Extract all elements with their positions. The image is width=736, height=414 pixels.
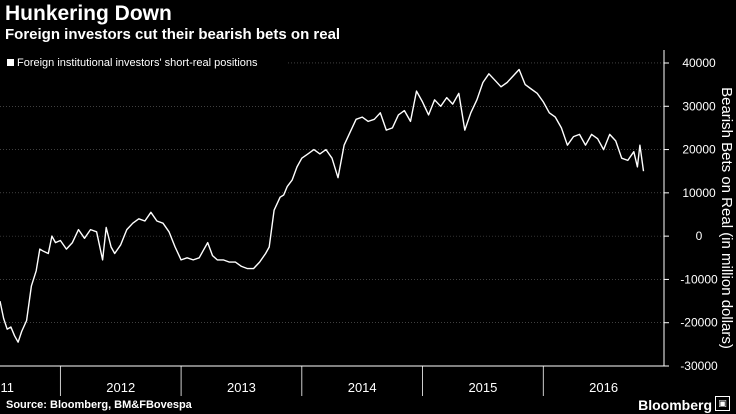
x-tick-label: 2015 bbox=[468, 380, 497, 395]
y-tick-label: 10000 bbox=[682, 186, 716, 200]
y-tick-label: -30000 bbox=[680, 359, 718, 373]
y-axis-label: Bearish Bets on Real (in million dollars… bbox=[718, 87, 735, 349]
legend-swatch bbox=[7, 59, 14, 66]
x-tick-label: 2016 bbox=[589, 380, 618, 395]
year-separators bbox=[59, 366, 544, 396]
x-tick-label: 2011 bbox=[0, 380, 14, 395]
y-tick-label: 0 bbox=[696, 229, 703, 243]
y-tick-label: 30000 bbox=[682, 99, 716, 113]
chart-title: Hunkering Down bbox=[5, 2, 172, 25]
grid-lines bbox=[0, 62, 664, 367]
chart-subtitle: Foreign investors cut their bearish bets… bbox=[5, 26, 341, 43]
series-line bbox=[0, 68, 645, 343]
y-tick-label: -20000 bbox=[680, 316, 718, 330]
legend-background bbox=[0, 51, 287, 73]
source-note: Source: Bloomberg, BM&FBovespa bbox=[6, 399, 192, 411]
x-tick-label: 2012 bbox=[106, 380, 135, 395]
y-tick-label: 20000 bbox=[682, 143, 716, 157]
brand-logo: Bloomberg bbox=[638, 397, 712, 413]
y-axis: 40000 30000 20000 10000 0 -10000 -20000 -30000 bbox=[663, 50, 718, 373]
y-tick-label: 40000 bbox=[682, 56, 716, 70]
x-tick-label: 2014 bbox=[348, 380, 377, 395]
bloomberg-terminal-icon: ▣ bbox=[715, 396, 730, 411]
legend: Foreign institutional investors' short-r… bbox=[0, 51, 287, 73]
y-tick-label: -10000 bbox=[680, 272, 718, 286]
legend-label: Foreign institutional investors' short-r… bbox=[17, 57, 258, 69]
x-axis: 2011 2012 2013 2014 2015 2016 bbox=[0, 365, 664, 395]
x-tick-label: 2013 bbox=[227, 380, 256, 395]
